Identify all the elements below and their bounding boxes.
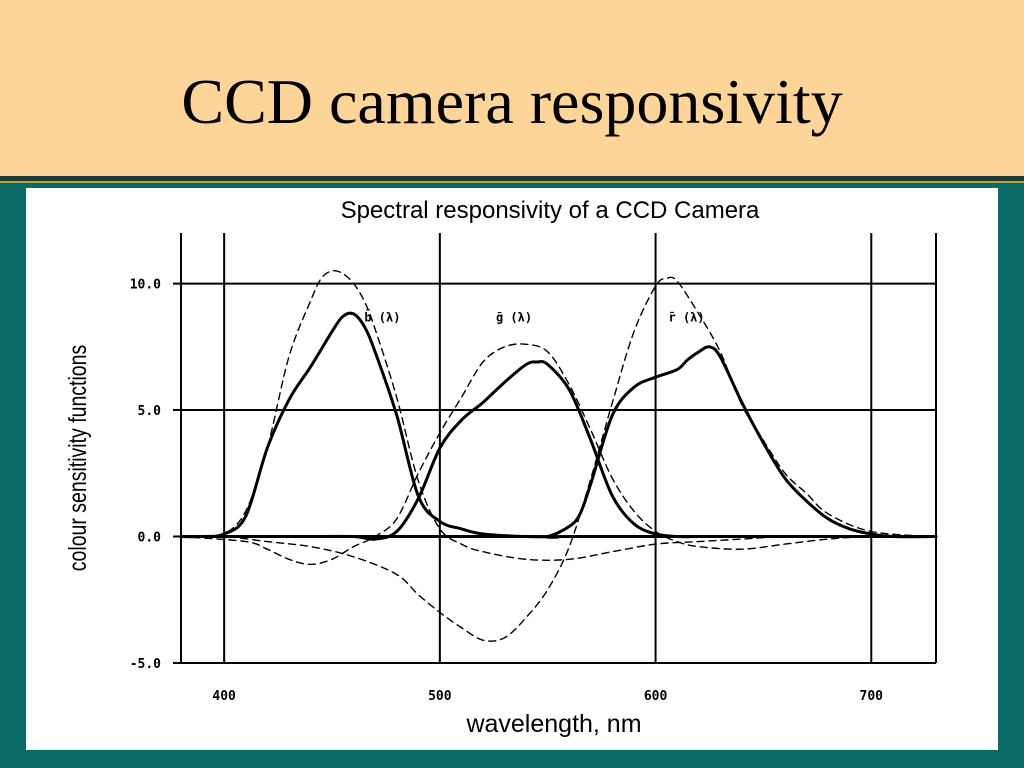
y-tick-label-0: 0.0	[138, 531, 162, 546]
x-tick-label-700: 700	[860, 689, 884, 704]
curves	[179, 269, 938, 642]
g-curve-label: ḡ (λ)	[496, 311, 532, 325]
g-solid-curve	[179, 360, 938, 541]
y-axis-title: colour sensitivity functions	[64, 345, 92, 571]
x-tick-label-400: 400	[212, 689, 236, 704]
b-dashed-curve	[180, 269, 937, 561]
grid-lines	[173, 233, 937, 664]
y-tick-label-5: 5.0	[138, 404, 162, 419]
y-tick-label--5: -5.0	[130, 657, 161, 672]
responsivity-chart: Spectral responsivity of a CCD Camera 40…	[64, 197, 938, 738]
title-band: CCD camera responsivity	[0, 0, 1024, 176]
b-curve-label: b̄ (λ)	[364, 309, 400, 325]
x-tick-label-500: 500	[428, 689, 452, 704]
y-tick-label-10: 10.0	[130, 278, 161, 293]
slide-title: CCD camera responsivity	[181, 66, 843, 137]
title-divider	[0, 176, 1024, 181]
r-solid-curve	[179, 345, 938, 539]
curve-labels: b̄ (λ) ḡ (λ) r̄ (λ)	[364, 309, 704, 325]
r-dashed-curve	[180, 276, 937, 642]
g-dashed-curve	[180, 343, 937, 566]
chart-title: Spectral responsivity of a CCD Camera	[341, 197, 760, 224]
x-tick-label-600: 600	[644, 689, 668, 704]
chart-panel: Spectral responsivity of a CCD Camera 40…	[26, 188, 998, 750]
x-axis-title: wavelength, nm	[465, 710, 641, 738]
title-divider-accent	[0, 181, 1024, 183]
r-curve-label: r̄ (λ)	[669, 311, 705, 325]
tick-labels: 400 500 600 700 -5.0 0.0 5.0 10.0	[130, 278, 884, 704]
b-solid-curve	[179, 311, 938, 539]
